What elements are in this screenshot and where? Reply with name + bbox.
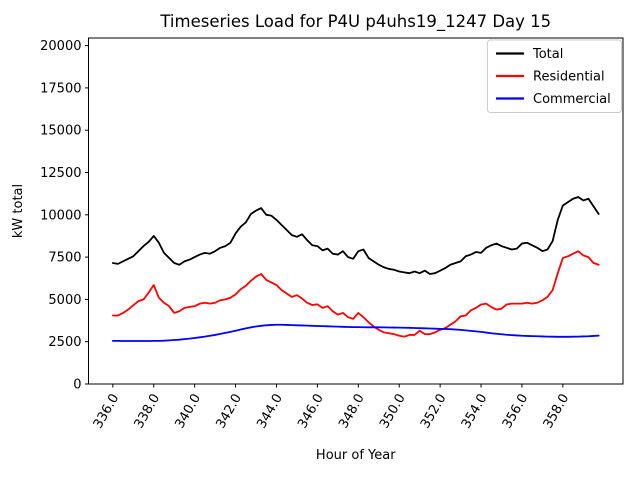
y-tick-label: 0 [73,378,81,393]
y-tick-label: 17500 [40,81,81,96]
y-tick-label: 10000 [40,208,81,223]
legend-box [487,39,622,113]
series-line-residential [111,250,600,338]
x-axis-label: Hour of Year [316,448,396,463]
y-tick-label: 7500 [48,251,81,266]
y-axis-label: kW total [11,184,26,238]
y-tick-label: 12500 [40,166,81,181]
y-tick-label: 15000 [40,124,81,139]
series-line-total [111,196,600,275]
legend-label-total: Total [532,47,563,62]
y-tick-label: 5000 [48,293,81,308]
legend-label-commercial: Commercial [533,92,611,107]
plot-spines [88,37,624,385]
y-tick-label: 20000 [40,39,81,54]
chart-title: Timeseries Load for P4U p4uhs19_1247 Day… [159,12,551,32]
legend-label-residential: Residential [533,70,605,85]
y-tick-label: 2500 [48,335,81,350]
series-line-commercial [111,323,600,342]
